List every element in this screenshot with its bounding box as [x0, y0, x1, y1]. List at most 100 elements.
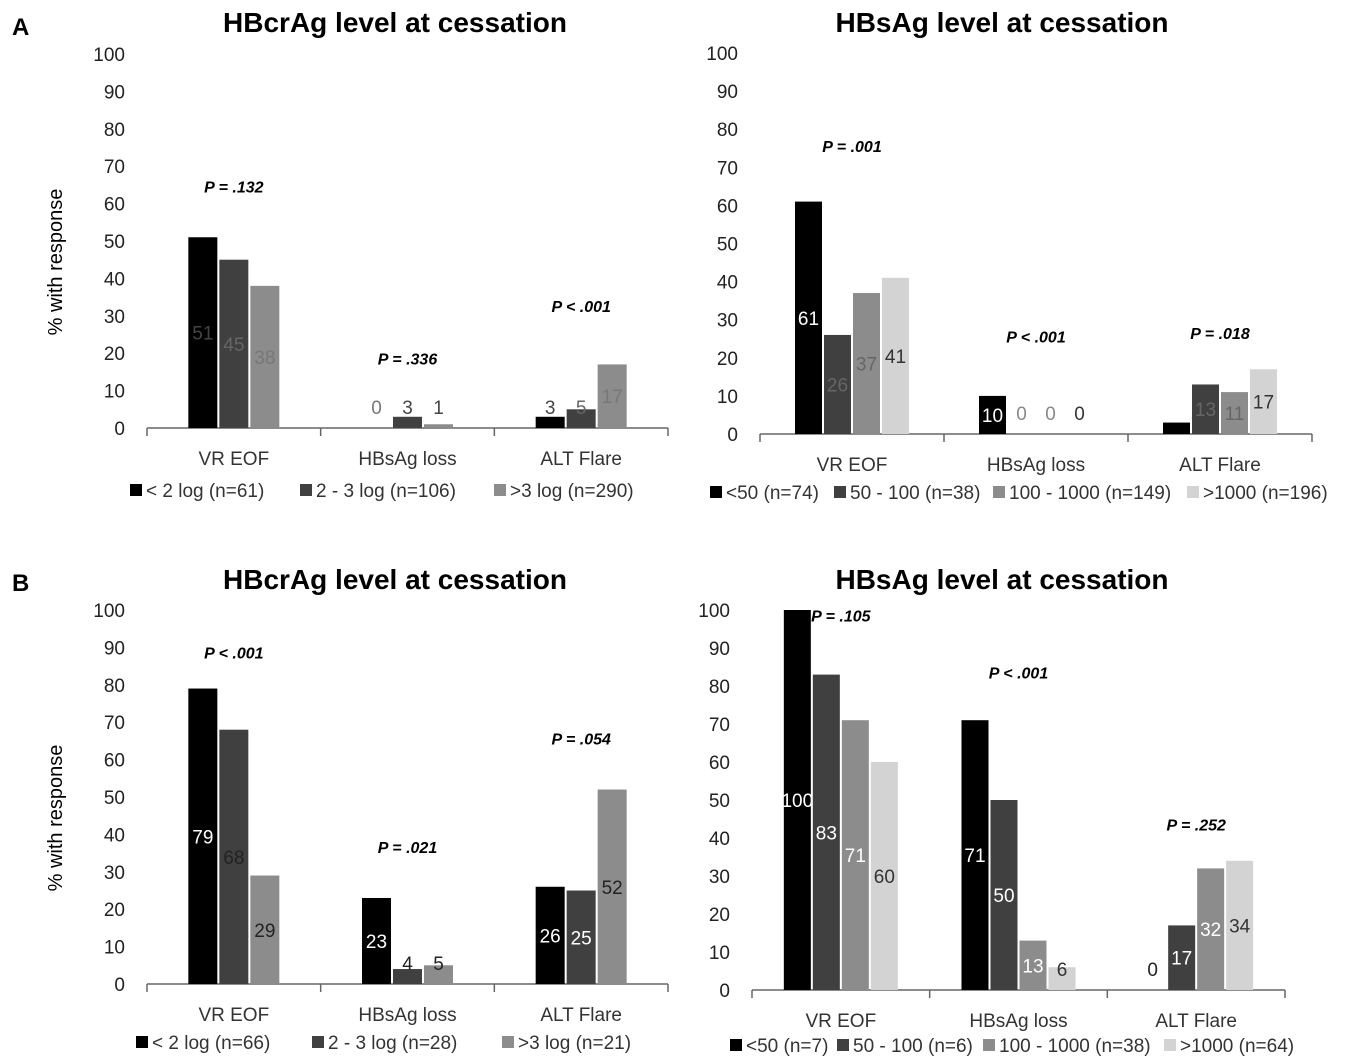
data-label: 17: [1171, 949, 1192, 970]
y-tick-label: 0: [719, 981, 730, 1002]
bar: [1226, 860, 1254, 990]
bar: [424, 424, 453, 428]
data-label: 37: [856, 355, 877, 376]
y-tick-label: 60: [717, 196, 738, 217]
y-tick-label: 40: [104, 825, 125, 846]
bar: [219, 729, 249, 984]
y-tick-label: 70: [104, 713, 125, 734]
bar: [853, 293, 880, 434]
legend-label: 100 - 1000 (n=149): [1009, 483, 1171, 504]
data-label: 0: [1147, 960, 1158, 981]
legend-label: < 2 log (n=61): [146, 481, 264, 502]
legend-swatch: [502, 1036, 514, 1048]
x-tick-label: HBsAg loss: [358, 449, 456, 470]
y-tick-label: 30: [717, 311, 738, 332]
bar: [882, 277, 909, 434]
legend-swatch: [494, 484, 506, 496]
x-tick-label: VR EOF: [805, 1011, 876, 1032]
data-label: 68: [223, 848, 244, 869]
y-tick-label: 50: [104, 232, 125, 253]
bar: [979, 395, 1006, 434]
x-tick-label: HBsAg loss: [987, 455, 1085, 476]
y-tick-label: 100: [93, 601, 125, 622]
bar: [393, 969, 422, 984]
bar: [188, 237, 218, 428]
legend-label: >1000 (n=196): [1203, 483, 1328, 504]
p-value-annotation: P < .001: [989, 665, 1049, 682]
legend-swatch: [710, 486, 722, 498]
y-tick-label: 90: [104, 82, 125, 103]
data-label: 0: [371, 398, 382, 419]
y-tick-label: 10: [717, 387, 738, 408]
bar: [393, 416, 422, 428]
y-tick-label: 100: [93, 45, 125, 66]
p-value-annotation: P = .001: [822, 139, 882, 156]
y-tick-label: 70: [709, 715, 730, 736]
data-label: 61: [798, 309, 819, 330]
data-label: 6: [1057, 960, 1068, 981]
bar: [250, 875, 280, 984]
data-label: 5: [433, 954, 444, 975]
legend-label: 100 - 1000 (n=38): [999, 1036, 1151, 1057]
data-label: 17: [1253, 393, 1274, 414]
y-tick-label: 20: [709, 905, 730, 926]
x-tick-label: HBsAg loss: [358, 1005, 456, 1026]
p-value-annotation: P = .132: [204, 179, 264, 196]
y-tick-label: 100: [698, 601, 730, 622]
data-label: 60: [874, 867, 895, 888]
data-label: 0: [1074, 404, 1085, 425]
data-label: 79: [192, 827, 213, 848]
data-label: 50: [993, 886, 1014, 907]
p-value-annotation: P = .021: [378, 840, 438, 857]
y-axis-label: % with response: [45, 189, 67, 336]
data-label: 3: [545, 398, 556, 419]
bar: [1048, 967, 1076, 990]
legend-label: < 2 log (n=66): [152, 1033, 270, 1054]
y-tick-label: 80: [104, 676, 125, 697]
bar: [597, 364, 627, 428]
y-tick-label: 90: [104, 638, 125, 659]
chart-title: HBcrAg level at cessation: [223, 7, 567, 38]
bar: [961, 720, 989, 990]
p-value-annotation: P = .105: [811, 608, 872, 625]
x-tick-label: VR EOF: [817, 455, 888, 476]
bar: [990, 800, 1018, 990]
y-tick-label: 10: [104, 938, 125, 959]
bar: [1168, 925, 1196, 990]
chart-title: HBsAg level at cessation: [835, 7, 1168, 38]
data-label: 4: [402, 954, 413, 975]
legend-swatch: [300, 484, 312, 496]
legend-label: 2 - 3 log (n=106): [316, 481, 456, 502]
y-tick-label: 20: [104, 900, 125, 921]
y-tick-label: 50: [717, 235, 738, 256]
data-label: 13: [1195, 400, 1216, 421]
bar: [535, 416, 565, 428]
bar: [1192, 384, 1219, 434]
legend-swatch: [837, 1039, 849, 1051]
data-label: 13: [1022, 956, 1043, 977]
y-axis-label: % with response: [45, 745, 67, 892]
y-tick-label: 60: [709, 753, 730, 774]
p-value-annotation: P = .252: [1166, 817, 1226, 834]
y-tick-label: 0: [727, 425, 738, 446]
y-tick-label: 70: [717, 158, 738, 179]
data-label: 10: [982, 406, 1003, 427]
data-label: 71: [845, 846, 866, 867]
data-label: 29: [254, 921, 275, 942]
data-label: 52: [602, 878, 623, 899]
data-label: 32: [1200, 920, 1221, 941]
data-label: 17: [602, 387, 623, 408]
data-label: 100: [781, 791, 813, 812]
legend-swatch: [1164, 1039, 1176, 1051]
data-label: 0: [1016, 404, 1027, 425]
x-tick-label: VR EOF: [198, 449, 269, 470]
legend-label: 50 - 100 (n=6): [853, 1036, 973, 1057]
data-label: 25: [571, 928, 592, 949]
data-label: 41: [885, 347, 906, 368]
bar: [566, 409, 596, 428]
y-tick-label: 30: [104, 863, 125, 884]
x-tick-label: ALT Flare: [540, 449, 622, 470]
y-tick-label: 0: [114, 975, 125, 996]
bar: [362, 897, 391, 984]
